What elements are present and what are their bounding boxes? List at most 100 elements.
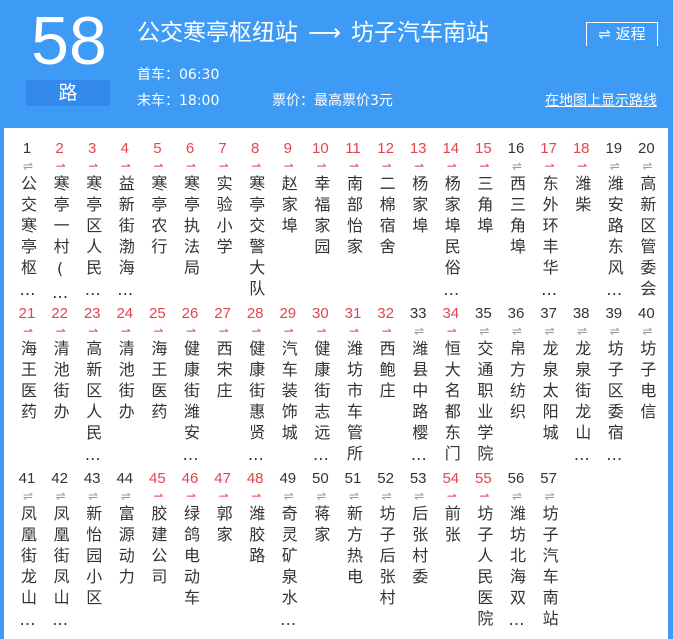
stop-name: 凤凰街凤山… <box>50 505 70 634</box>
stop-item[interactable]: 22 ⇀ 清池街办 <box>45 304 75 424</box>
stop-item[interactable]: 56 ⇌ 潍坊北海双… <box>501 469 531 634</box>
stop-number: 53 <box>409 470 427 487</box>
stop-item[interactable]: 10 ⇀ 幸福家园 <box>305 139 335 259</box>
stop-number: 33 <box>409 305 427 322</box>
stop-name: 南部怡家 <box>344 175 363 259</box>
one-way-arrow-icon: ⇀ <box>283 159 294 173</box>
stop-item[interactable]: 32 ⇀ 西鲍庄 <box>371 304 401 403</box>
stop-number: 17 <box>540 140 557 157</box>
stop-item[interactable]: 31 ⇀ 潍坊市车管所 <box>338 304 368 466</box>
stop-item[interactable]: 17 ⇀ 东外环丰华… <box>534 139 564 304</box>
stop-item[interactable]: 27 ⇀ 西宋庄 <box>208 304 238 403</box>
stop-item[interactable]: 12 ⇀ 二棉宿舍 <box>371 139 401 259</box>
stop-item[interactable]: 40 ⇌ 坊子电信 <box>631 304 661 424</box>
two-way-arrow-icon: ⇌ <box>283 489 294 503</box>
stop-item[interactable]: 47 ⇀ 郭家 <box>208 469 238 547</box>
stop-item[interactable]: 14 ⇀ 杨家埠民俗… <box>436 139 466 304</box>
stop-name: 西三角埠 <box>507 175 526 259</box>
stop-number: 24 <box>116 305 134 322</box>
stop-item[interactable]: 4 ⇀ 益新街渤海… <box>110 139 140 304</box>
stop-item[interactable]: 13 ⇀ 杨家埠 <box>403 139 433 238</box>
one-way-arrow-icon: ⇀ <box>88 324 98 338</box>
stop-item[interactable]: 57 ⇌ 坊子汽车南站 <box>534 469 564 631</box>
two-way-arrow-icon: ⇌ <box>642 159 652 173</box>
stop-number: 56 <box>507 470 525 487</box>
stop-item[interactable]: 2 ⇀ 寒亭一村(… <box>45 139 75 307</box>
one-way-arrow-icon: ⇀ <box>120 324 131 338</box>
stop-item[interactable]: 18 ⇀ 潍柴 <box>566 139 596 217</box>
stop-number: 51 <box>344 470 362 487</box>
stop-name: 健康街潍安… <box>181 340 200 469</box>
stop-name: 杨家埠民俗… <box>441 175 461 304</box>
stop-item[interactable]: 1 ⇌ 公交寒亭枢… <box>12 139 42 304</box>
two-way-arrow-icon: ⇌ <box>88 489 98 503</box>
stop-item[interactable]: 43 ⇌ 新怡园小区 <box>77 469 107 610</box>
stop-item[interactable]: 50 ⇌ 蒋家 <box>305 469 335 547</box>
stop-number: 21 <box>18 305 36 322</box>
stop-name: 帛方纺织 <box>507 340 526 424</box>
stop-item[interactable]: 42 ⇌ 凤凰街凤山… <box>45 469 75 634</box>
stop-item[interactable]: 3 ⇀ 寒亭区人民… <box>77 139 107 304</box>
stop-item[interactable]: 36 ⇌ 帛方纺织 <box>501 304 531 424</box>
stop-name: 赵家埠 <box>278 175 298 238</box>
stop-item[interactable]: 35 ⇌ 交通职业学院 <box>468 304 498 466</box>
stop-item[interactable]: 33 ⇌ 潍县中路樱… <box>403 304 433 469</box>
two-way-arrow-icon: ⇌ <box>511 489 522 503</box>
stop-item[interactable]: 34 ⇀ 恒大名都东门 <box>436 304 466 466</box>
stop-number: 22 <box>51 305 68 322</box>
stop-item[interactable]: 52 ⇌ 坊子后张村 <box>371 469 401 610</box>
stop-number: 15 <box>475 140 492 157</box>
two-way-arrow-icon: ⇌ <box>544 489 555 503</box>
stop-name: 寒亭农行 <box>148 175 168 259</box>
stop-number: 12 <box>377 140 394 157</box>
stop-item[interactable]: 15 ⇀ 三角埠 <box>468 139 498 238</box>
stop-item[interactable]: 6 ⇀ 寒亭执法局 <box>175 139 205 280</box>
stop-item[interactable]: 46 ⇀ 绿鸽电动车 <box>175 469 205 610</box>
stop-item[interactable]: 55 ⇀ 坊子人民医院 <box>468 469 498 631</box>
route-suffix: 路 <box>26 80 110 106</box>
stop-item[interactable]: 51 ⇌ 新方热电 <box>338 469 368 589</box>
stop-item[interactable]: 38 ⇌ 龙泉街龙山… <box>566 304 596 469</box>
stop-number: 50 <box>312 470 329 487</box>
stop-item[interactable]: 11 ⇀ 南部怡家 <box>338 139 368 259</box>
stop-item[interactable]: 45 ⇀ 胶建公司 <box>142 469 172 589</box>
stop-item[interactable]: 26 ⇀ 健康街潍安… <box>175 304 205 469</box>
stop-item[interactable]: 44 ⇌ 富源动力 <box>110 469 140 589</box>
stop-name: 坊子区委宿… <box>604 340 624 469</box>
route-header: 58 路 公交寒亭枢纽站 ⟶ 坊子汽车南站 ⇌ 返程 首车：06:30 末车：18:… <box>0 0 673 128</box>
stop-item[interactable]: 41 ⇌ 凤凰街龙山… <box>12 469 42 634</box>
stop-item[interactable]: 5 ⇀ 寒亭农行 <box>142 139 172 259</box>
stop-item[interactable]: 28 ⇀ 健康街惠贤… <box>240 304 270 469</box>
stop-number: 11 <box>345 140 361 157</box>
stop-item[interactable]: 49 ⇌ 奇灵矿泉水… <box>273 469 303 634</box>
stop-item[interactable]: 37 ⇌ 龙泉太阳城 <box>534 304 564 445</box>
stop-item[interactable]: 48 ⇀ 潍胶路 <box>240 469 270 568</box>
return-trip-button[interactable]: ⇌ 返程 <box>586 22 658 46</box>
stop-item[interactable]: 29 ⇀ 汽车装饰城 <box>273 304 303 445</box>
stop-number: 29 <box>279 305 297 322</box>
stop-number: 57 <box>540 470 557 487</box>
one-way-arrow-icon: ⇀ <box>55 324 66 338</box>
stop-item[interactable]: 20 ⇌ 高新区管委会 <box>631 139 661 301</box>
stop-item[interactable]: 9 ⇀ 赵家埠 <box>273 139 303 238</box>
stop-item[interactable]: 25 ⇀ 海王医药 <box>142 304 172 424</box>
stop-item[interactable]: 7 ⇀ 实验小学 <box>208 139 238 259</box>
fare-info: 票价：最高票价3元 <box>272 93 393 109</box>
stop-item[interactable]: 54 ⇀ 前张 <box>436 469 466 547</box>
stop-name: 清池街办 <box>50 340 70 424</box>
stop-item[interactable]: 23 ⇀ 高新区人民… <box>77 304 107 469</box>
stop-item[interactable]: 19 ⇌ 潍安路东风… <box>599 139 629 304</box>
show-route-on-map-link[interactable]: 在地图上显示路线 <box>545 93 657 109</box>
two-way-arrow-icon: ⇌ <box>22 159 33 173</box>
stop-name: 寒亭交警大队 <box>246 175 266 301</box>
stop-item[interactable]: 39 ⇌ 坊子区委宿… <box>599 304 629 469</box>
stop-name: 坊子汽车南站 <box>539 505 559 631</box>
stop-item[interactable]: 21 ⇀ 海王医药 <box>12 304 42 424</box>
stop-number: 28 <box>246 305 264 322</box>
stop-item[interactable]: 16 ⇌ 西三角埠 <box>501 139 531 259</box>
one-way-arrow-icon: ⇀ <box>120 159 131 173</box>
stop-item[interactable]: 24 ⇀ 清池街办 <box>110 304 140 424</box>
stop-item[interactable]: 53 ⇌ 后张村委 <box>403 469 433 589</box>
stop-item[interactable]: 30 ⇀ 健康街志远… <box>305 304 335 469</box>
stop-item[interactable]: 8 ⇀ 寒亭交警大队 <box>240 139 270 301</box>
